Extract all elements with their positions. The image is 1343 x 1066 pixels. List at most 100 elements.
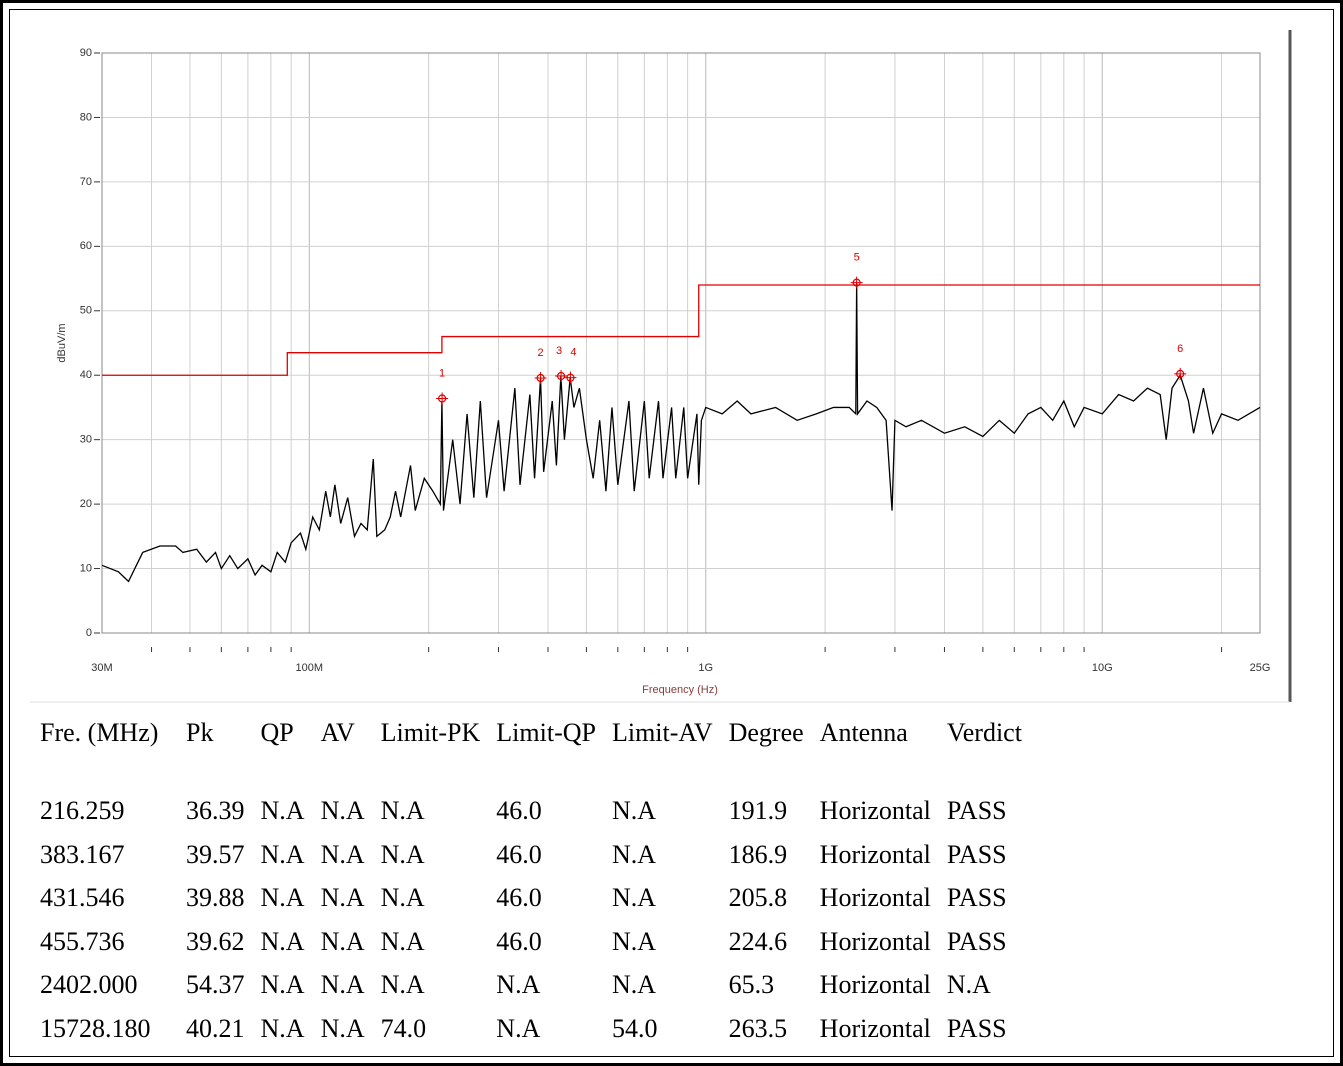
chart: Frequency (Hz) dBuV/m 30M 100M 1G 10G 25G 0 10… — [30, 30, 1292, 703]
table-cell: 186.9 — [728, 839, 788, 869]
table-cell: N.A — [611, 839, 657, 869]
table-cell: N.A — [260, 839, 305, 869]
table-cell: Horizontal — [819, 883, 931, 912]
marker-cross — [564, 371, 577, 384]
table-row: 216.259 36.39 N.A N.A N.A 46.0 N.A 191.9 Horizon… — [32, 792, 1030, 836]
table-cell: Horizontal — [819, 1013, 931, 1043]
table-cell: 383.167 — [40, 839, 125, 869]
y-tick-label: 0 — [86, 627, 92, 639]
table-cell: 15728.180 — [40, 1013, 151, 1043]
marker-label: 4 — [570, 347, 576, 359]
table-cell: 39.57 — [186, 839, 245, 869]
table-cell: N.A — [320, 970, 365, 999]
x-tick-label: 1G — [698, 662, 713, 674]
table-cell: 431.546 — [40, 883, 125, 912]
header-cell: Fre. (MHz) — [40, 718, 159, 747]
table-cell: 46.0 — [496, 926, 542, 956]
table-cell: Horizontal — [819, 926, 931, 956]
table-cell: 74.0 — [380, 1013, 427, 1043]
marker-cross — [555, 369, 568, 382]
table-cell: 54.0 — [611, 1013, 658, 1043]
header-cell: QP — [260, 718, 294, 747]
table-cell: PASS — [946, 926, 1007, 956]
table-cell: Horizontal — [819, 839, 931, 869]
header-cell: Limit-QP — [496, 718, 596, 747]
table-cell: 2402.000 — [40, 970, 138, 999]
y-tick-label: 30 — [80, 434, 92, 446]
plot-area — [102, 53, 1260, 633]
table-cell: 46.0 — [496, 839, 542, 869]
table-cell: 216.259 — [40, 796, 125, 825]
y-tick-label: 80 — [80, 111, 92, 123]
x-tick-label: 100M — [296, 662, 324, 674]
table-cell: 263.5 — [728, 1013, 788, 1043]
marker-cross — [436, 392, 449, 405]
table-cell: N.A — [260, 970, 305, 999]
line-series — [102, 284, 1260, 376]
y-tick-label: 50 — [80, 305, 92, 317]
table-row: 15728.180 40.21 N.A N.A 74.0 N.A 54.0 263.5 Hori… — [32, 1010, 1030, 1054]
table-cell: PASS — [946, 883, 1007, 912]
table-cell: PASS — [946, 1013, 1007, 1043]
table-cell: 205.8 — [728, 883, 788, 912]
marker-label: 3 — [556, 345, 562, 357]
table-cell: N.A — [320, 926, 365, 956]
table-cell: N.A — [320, 883, 365, 912]
table-cell: N.A — [380, 970, 425, 999]
result-table: Fre. (MHz) Pk QP AV Limit-PK Limit-QP Limit-AV… — [32, 714, 1030, 1053]
table-cell: N.A — [611, 970, 657, 999]
x-tick-label: 30M — [91, 662, 112, 674]
x-tick-label: 25G — [1250, 662, 1271, 674]
marker-label: 1 — [439, 367, 445, 379]
table-cell: N.A — [611, 796, 657, 825]
table-cell: N.A — [496, 1013, 541, 1043]
table-cell: 65.3 — [728, 970, 775, 999]
plot-border — [101, 52, 1261, 634]
table-cell: 46.0 — [496, 796, 542, 825]
table-cell: N.A — [260, 883, 305, 912]
table-cell: N.A — [380, 839, 425, 869]
table-row: 2402.000 54.37 N.A N.A N.A N.A N.A 65.3 Horizont… — [32, 966, 1030, 1010]
y-tick-label: 60 — [80, 240, 92, 252]
table-cell: 40.21 — [186, 1013, 245, 1043]
table-row: 383.167 39.57 N.A N.A N.A 46.0 N.A 186.9 Horizon… — [32, 836, 1030, 880]
y-tick-label: 70 — [80, 176, 92, 188]
marker-cross — [850, 276, 863, 289]
table-cell: 54.37 — [186, 970, 245, 999]
table-cell: 191.9 — [728, 796, 788, 825]
table-cell: 46.0 — [496, 883, 542, 912]
table-cell: N.A — [496, 970, 541, 999]
marker-cross — [534, 371, 547, 384]
y-tick-label: 40 — [80, 369, 92, 381]
table-cell: 36.39 — [186, 796, 245, 825]
table-cell: N.A — [260, 796, 305, 825]
header-row: Fre. (MHz) Pk QP AV Limit-PK Limit-QP Limit-AV… — [32, 714, 1030, 792]
table-cell: N.A — [320, 839, 365, 869]
table-cell: PASS — [946, 839, 1007, 869]
table-cell: N.A — [260, 1013, 305, 1043]
x-tick-label: 10G — [1092, 662, 1113, 674]
marker-label: 6 — [1177, 343, 1183, 355]
table-cell: N.A — [320, 796, 365, 825]
table-cell: N.A — [260, 926, 305, 956]
y-tick-label: 10 — [80, 562, 92, 574]
y-tick-label: 90 — [80, 47, 92, 59]
y-axis-title: dBuV/m — [56, 323, 68, 362]
table-cell: N.A — [380, 796, 425, 825]
line-series — [101, 282, 1261, 583]
header-cell: Pk — [186, 718, 214, 747]
table-cell: N.A — [611, 926, 657, 956]
header-cell: AV — [320, 718, 355, 747]
x-axis-title: Frequency (Hz) — [642, 684, 718, 696]
marker-label: 5 — [854, 252, 860, 264]
table-cell: 224.6 — [728, 926, 788, 956]
table-cell: 455.736 — [40, 926, 125, 956]
header-cell: Limit-PK — [380, 718, 481, 747]
header-cell: Limit-AV — [611, 718, 713, 747]
table-row: 431.546 39.88 N.A N.A N.A 46.0 N.A 205.8 Horizon… — [32, 879, 1030, 923]
table-cell: Horizontal — [819, 796, 931, 825]
table-cell: N.A — [380, 883, 425, 912]
table-cell: N.A — [611, 883, 657, 912]
